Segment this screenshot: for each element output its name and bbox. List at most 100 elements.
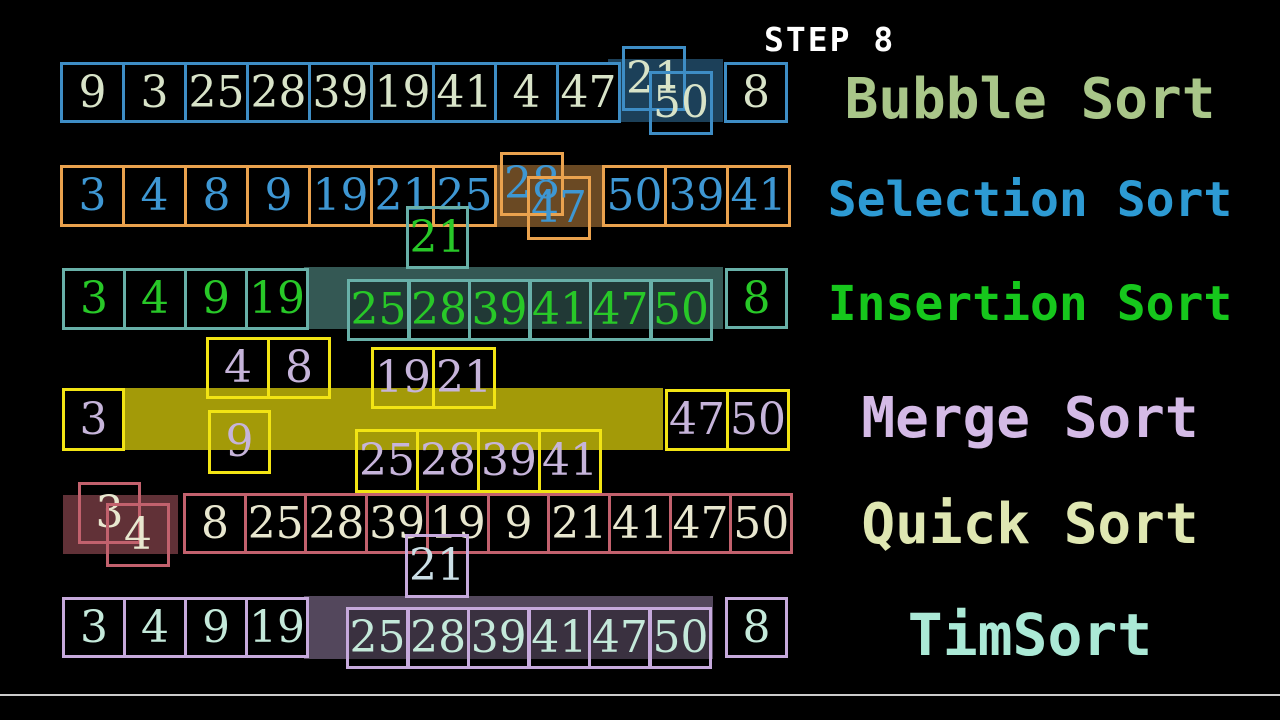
array-cell-value: 4 xyxy=(512,66,541,118)
array-cell-value: 25 xyxy=(349,612,406,663)
array-cell: 8 xyxy=(183,493,247,554)
array-cell: 9 xyxy=(486,493,551,554)
array-cell-value: 28 xyxy=(411,284,467,335)
array-cell-value: 4 xyxy=(141,601,169,653)
array-cell: 50 xyxy=(602,165,667,227)
swap-cell-raised: 21 xyxy=(622,46,686,111)
array-cell: 28 xyxy=(406,607,470,669)
array-cell: 8 xyxy=(267,337,331,399)
array-cell-value: 8 xyxy=(742,601,771,653)
array-cell-value: 28 xyxy=(504,158,560,209)
timsort-run-band xyxy=(304,596,713,659)
array-cell: 4 xyxy=(494,62,559,123)
array-cell: 41 xyxy=(538,429,602,493)
array-cell: 19 xyxy=(245,268,309,330)
insertion-run-band xyxy=(304,267,723,329)
array-cell-value: 25 xyxy=(188,66,245,118)
array-cell: 39 xyxy=(468,279,531,341)
array-cell: 19 xyxy=(245,597,309,658)
array-cell: 19 xyxy=(370,62,435,123)
array-cell-value: 50 xyxy=(730,394,786,445)
video-progress-line[interactable] xyxy=(0,694,1280,696)
array-cell-value: 39 xyxy=(312,66,369,118)
array-cell-value: 3 xyxy=(78,170,107,221)
array-cell: 8 xyxy=(724,62,788,123)
array-cell: 9 xyxy=(246,165,311,227)
label-insertion-sort: Insertion Sort xyxy=(827,276,1233,332)
array-cell: 21 xyxy=(547,493,612,554)
array-cell-value: 41 xyxy=(532,284,588,335)
array-cell: 4 xyxy=(122,165,187,227)
array-cell-value: 4 xyxy=(224,342,252,393)
array-cell: 4 xyxy=(123,268,187,330)
array-cell-value: 39 xyxy=(471,284,528,335)
array-cell: 39 xyxy=(308,62,373,123)
array-cell-value: 50 xyxy=(653,77,709,128)
array-cell: 21 xyxy=(432,347,496,409)
array-cell: 47 xyxy=(665,389,729,451)
array-cell-value: 25 xyxy=(436,170,493,221)
array-cell-value: 21 xyxy=(409,211,466,263)
array-cell-value: 8 xyxy=(742,66,770,118)
array-cell-value: 19 xyxy=(374,66,431,118)
array-cell-value: 28 xyxy=(250,66,307,118)
array-cell-value: 47 xyxy=(669,394,725,445)
array-cell-value: 3 xyxy=(95,487,124,538)
array-cell: 3 xyxy=(62,388,125,451)
array-cell-value: 21 xyxy=(374,170,431,221)
array-cell-value: 3 xyxy=(79,393,108,445)
array-cell-value: 9 xyxy=(264,170,293,221)
array-cell-value: 19 xyxy=(249,273,305,324)
array-cell: 28 xyxy=(246,62,311,123)
array-cell: 50 xyxy=(726,389,790,451)
array-cell: 28 xyxy=(416,429,480,493)
array-cell-value: 8 xyxy=(285,342,313,393)
label-selection-sort: Selection Sort xyxy=(827,172,1233,228)
array-cell: 25 xyxy=(432,165,497,227)
array-cell: 41 xyxy=(607,493,672,554)
array-cell: 25 xyxy=(184,62,249,123)
array-cell-value: 9 xyxy=(78,66,107,118)
array-cell-value: 8 xyxy=(201,497,229,549)
array-cell: 47 xyxy=(556,62,621,123)
array-cell: 25 xyxy=(243,493,308,554)
array-cell-value: 4 xyxy=(140,170,169,221)
array-cell-value: 9 xyxy=(202,601,230,653)
array-cell: 41 xyxy=(528,279,592,341)
array-cell-value: 21 xyxy=(626,52,682,104)
array-cell-value: 28 xyxy=(410,612,467,663)
array-cell-value: 3 xyxy=(80,601,108,653)
label-quick-sort: Quick Sort xyxy=(861,492,1199,557)
array-cell: 8 xyxy=(725,268,788,329)
array-cell-value: 47 xyxy=(560,66,617,118)
array-cell-value: 39 xyxy=(470,612,527,663)
swap-cell-raised: 3 xyxy=(78,482,141,544)
array-cell: 3 xyxy=(122,62,187,123)
label-bubble-sort: Bubble Sort xyxy=(844,67,1216,132)
array-cell-value: 50 xyxy=(652,612,709,663)
array-cell-value: 8 xyxy=(202,170,231,221)
array-cell: 50 xyxy=(649,279,713,341)
array-cell-value: 19 xyxy=(375,352,431,403)
array-cell-value: 8 xyxy=(742,272,771,324)
label-merge-sort: Merge Sort xyxy=(861,386,1199,451)
timsort-mover-cell: 21 xyxy=(405,534,469,598)
array-cell-value: 4 xyxy=(141,273,169,324)
array-cell-value: 41 xyxy=(436,66,493,118)
array-cell: 9 xyxy=(184,597,248,658)
array-cell: 41 xyxy=(527,607,591,669)
swap-cell-lowered: 4 xyxy=(106,503,170,567)
array-cell-value: 39 xyxy=(369,497,426,549)
array-cell: 21 xyxy=(370,165,435,227)
array-cell-value: 41 xyxy=(542,435,598,486)
label-timsort: TimSort xyxy=(907,601,1153,669)
array-cell: 3 xyxy=(62,268,126,330)
array-cell-value: 41 xyxy=(611,497,668,549)
array-cell: 19 xyxy=(308,165,373,227)
array-cell-value: 39 xyxy=(668,170,725,221)
swap-cell-raised: 28 xyxy=(500,152,564,216)
array-cell: 4 xyxy=(206,337,270,399)
array-cell: 39 xyxy=(664,165,729,227)
insertion-mover-cell: 21 xyxy=(406,206,469,269)
